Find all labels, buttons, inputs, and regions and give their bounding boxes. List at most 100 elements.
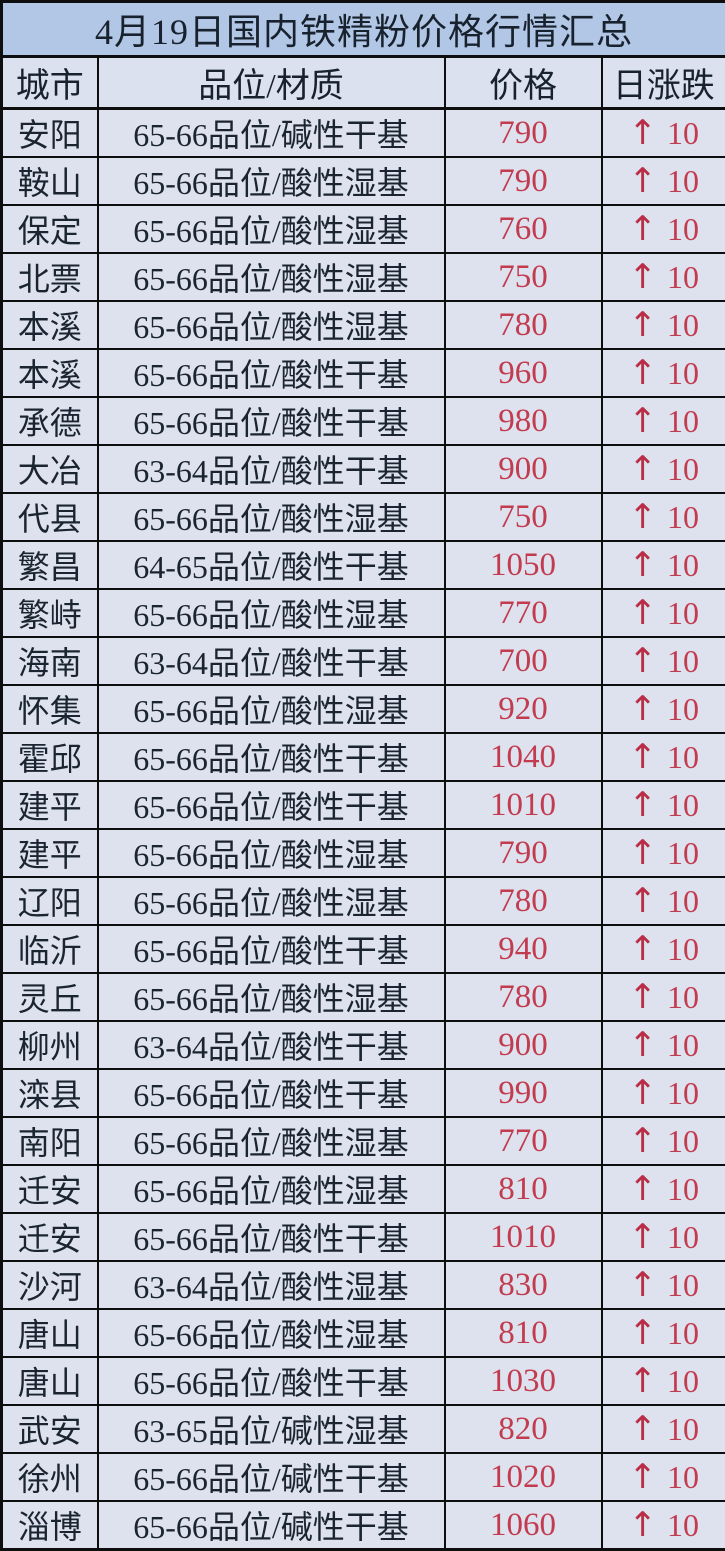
change-cell: ↑10 (602, 301, 725, 349)
price-cell: 820 (445, 1405, 602, 1453)
change-cell: ↑10 (602, 1213, 725, 1261)
price-cell: 770 (445, 589, 602, 637)
change-cell: ↑10 (602, 445, 725, 493)
column-header-grade: 品位/材质 (98, 57, 445, 109)
change-value: 10 (667, 1411, 699, 1447)
price-cell: 700 (445, 637, 602, 685)
up-arrow-icon: ↑ (629, 449, 658, 489)
up-arrow-icon: ↑ (629, 641, 658, 681)
city-cell: 迁安 (2, 1213, 98, 1261)
grade-cell: 63-64品位/酸性干基 (98, 445, 445, 493)
grade-cell: 65-66品位/酸性湿基 (98, 205, 445, 253)
change-cell: ↑10 (602, 1261, 725, 1309)
change-cell: ↑10 (602, 925, 725, 973)
city-cell: 安阳 (2, 109, 98, 158)
grade-cell: 65-66品位/酸性干基 (98, 1357, 445, 1405)
grade-cell: 65-66品位/酸性湿基 (98, 157, 445, 205)
city-cell: 承德 (2, 397, 98, 445)
city-cell: 建平 (2, 829, 98, 877)
change-cell: ↑10 (602, 1501, 725, 1550)
grade-cell: 65-66品位/酸性干基 (98, 397, 445, 445)
change-cell: ↑10 (602, 781, 725, 829)
grade-cell: 65-66品位/酸性干基 (98, 1069, 445, 1117)
change-value: 10 (667, 1459, 699, 1495)
up-arrow-icon: ↑ (629, 977, 658, 1017)
price-cell: 780 (445, 301, 602, 349)
change-value: 10 (667, 835, 699, 871)
city-cell: 淄博 (2, 1501, 98, 1550)
price-cell: 900 (445, 1021, 602, 1069)
change-cell: ↑10 (602, 541, 725, 589)
up-arrow-icon: ↑ (629, 737, 658, 777)
city-cell: 滦县 (2, 1069, 98, 1117)
grade-cell: 65-66品位/酸性湿基 (98, 973, 445, 1021)
change-cell: ↑10 (602, 733, 725, 781)
price-cell: 1010 (445, 1213, 602, 1261)
change-value: 10 (667, 739, 699, 775)
grade-cell: 64-65品位/酸性干基 (98, 541, 445, 589)
grade-cell: 65-66品位/酸性湿基 (98, 685, 445, 733)
change-cell: ↑10 (602, 205, 725, 253)
price-cell: 790 (445, 157, 602, 205)
change-cell: ↑10 (602, 349, 725, 397)
price-cell: 900 (445, 445, 602, 493)
grade-cell: 65-66品位/酸性湿基 (98, 829, 445, 877)
change-cell: ↑10 (602, 1453, 725, 1501)
up-arrow-icon: ↑ (629, 545, 658, 585)
up-arrow-icon: ↑ (629, 257, 658, 297)
city-cell: 鞍山 (2, 157, 98, 205)
up-arrow-icon: ↑ (629, 1457, 658, 1497)
price-cell: 790 (445, 109, 602, 158)
up-arrow-icon: ↑ (629, 593, 658, 633)
change-value: 10 (667, 787, 699, 823)
city-cell: 海南 (2, 637, 98, 685)
city-cell: 北票 (2, 253, 98, 301)
up-arrow-icon: ↑ (629, 1169, 658, 1209)
change-cell: ↑10 (602, 1165, 725, 1213)
change-cell: ↑10 (602, 877, 725, 925)
up-arrow-icon: ↑ (629, 1073, 658, 1113)
price-cell: 770 (445, 1117, 602, 1165)
grade-cell: 63-64品位/酸性湿基 (98, 1261, 445, 1309)
change-value: 10 (667, 163, 699, 199)
city-cell: 霍邱 (2, 733, 98, 781)
change-value: 10 (667, 355, 699, 391)
change-cell: ↑10 (602, 157, 725, 205)
city-cell: 徐州 (2, 1453, 98, 1501)
up-arrow-icon: ↑ (629, 1217, 658, 1257)
grade-cell: 65-66品位/酸性干基 (98, 925, 445, 973)
city-cell: 柳州 (2, 1021, 98, 1069)
up-arrow-icon: ↑ (629, 785, 658, 825)
grade-cell: 65-66品位/碱性干基 (98, 1453, 445, 1501)
city-cell: 灵丘 (2, 973, 98, 1021)
grade-cell: 63-64品位/酸性干基 (98, 1021, 445, 1069)
up-arrow-icon: ↑ (629, 305, 658, 345)
change-value: 10 (667, 307, 699, 343)
price-cell: 960 (445, 349, 602, 397)
change-value: 10 (667, 1219, 699, 1255)
up-arrow-icon: ↑ (629, 1265, 658, 1305)
up-arrow-icon: ↑ (629, 1361, 658, 1401)
up-arrow-icon: ↑ (629, 209, 658, 249)
change-value: 10 (667, 1363, 699, 1399)
price-cell: 1030 (445, 1357, 602, 1405)
change-value: 10 (667, 643, 699, 679)
up-arrow-icon: ↑ (629, 929, 658, 969)
title-row: 4月19日国内铁精粉价格行情汇总 (2, 2, 725, 57)
price-cell: 790 (445, 829, 602, 877)
change-cell: ↑10 (602, 829, 725, 877)
change-cell: ↑10 (602, 589, 725, 637)
change-value: 10 (667, 931, 699, 967)
price-cell: 920 (445, 685, 602, 733)
